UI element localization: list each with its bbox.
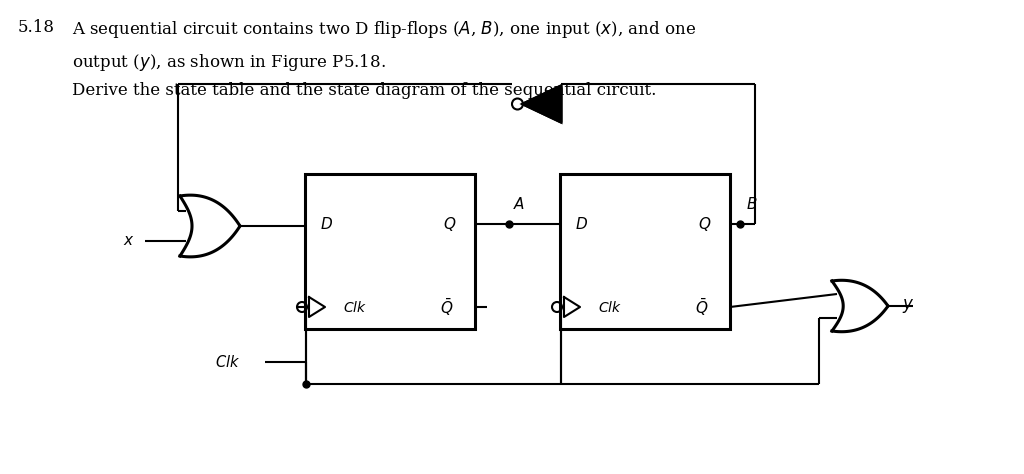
Text: $\bar{Q}$: $\bar{Q}$ bbox=[440, 296, 454, 318]
Text: Derive the state table and the state diagram of the sequential circuit.: Derive the state table and the state dia… bbox=[72, 82, 656, 99]
Text: $\mathit{Clk}$: $\mathit{Clk}$ bbox=[343, 300, 367, 315]
Bar bbox=[305, 174, 475, 329]
Text: $\mathit{Clk}$: $\mathit{Clk}$ bbox=[215, 354, 241, 370]
Text: $Q$: $Q$ bbox=[443, 215, 457, 233]
Text: $\mathit{Clk}$: $\mathit{Clk}$ bbox=[598, 300, 622, 315]
Text: $x$: $x$ bbox=[124, 234, 135, 248]
Polygon shape bbox=[523, 86, 561, 122]
Text: $y$: $y$ bbox=[902, 297, 914, 315]
Text: $B$: $B$ bbox=[746, 195, 758, 211]
Text: $A$: $A$ bbox=[513, 195, 525, 211]
Text: $D$: $D$ bbox=[575, 216, 589, 231]
Text: $D$: $D$ bbox=[321, 216, 334, 231]
Text: A sequential circuit contains two D flip-flops ($A$, $B$), one input ($x$), and : A sequential circuit contains two D flip… bbox=[72, 19, 696, 40]
Text: output ($y$), as shown in Figure P5.18.: output ($y$), as shown in Figure P5.18. bbox=[72, 52, 386, 73]
Text: $\bar{Q}$: $\bar{Q}$ bbox=[695, 296, 709, 318]
Text: $Q$: $Q$ bbox=[698, 215, 712, 233]
Bar bbox=[560, 174, 730, 329]
Text: 5.18: 5.18 bbox=[18, 19, 55, 36]
